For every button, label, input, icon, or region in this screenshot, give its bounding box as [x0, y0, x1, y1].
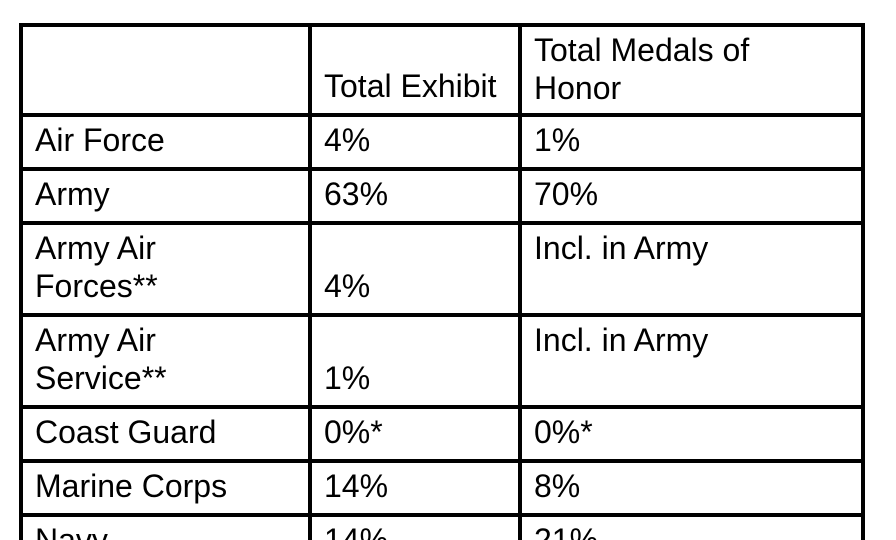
table-header-row: Total Exhibit Total Medals of Honor	[19, 23, 865, 117]
table-row-army-air-forces: Army Air Forces** 4% Incl. in Army	[19, 221, 865, 317]
branch-cell: Navy	[19, 513, 312, 540]
exhibit-cell: 4%	[308, 221, 522, 317]
medals-cell: 8%	[518, 459, 865, 517]
table-row-air-force: Air Force 4% 1%	[19, 113, 865, 171]
branch-cell: Army	[19, 167, 312, 225]
branch-cell: Army Air Service**	[19, 313, 312, 409]
medals-cell: Incl. in Army	[518, 221, 865, 317]
exhibit-cell: 14%	[308, 459, 522, 517]
table-row-coast-guard: Coast Guard 0%* 0%*	[19, 405, 865, 463]
branch-cell: Army Air Forces**	[19, 221, 312, 317]
exhibit-cell: 1%	[308, 313, 522, 409]
table-row-army: Army 63% 70%	[19, 167, 865, 225]
medals-cell: 0%*	[518, 405, 865, 463]
exhibit-cell: 0%*	[308, 405, 522, 463]
column-header-total-medals-of-honor: Total Medals of Honor	[518, 23, 865, 117]
table-row-army-air-service: Army Air Service** 1% Incl. in Army	[19, 313, 865, 409]
medals-cell: 70%	[518, 167, 865, 225]
branch-cell: Air Force	[19, 113, 312, 171]
branch-cell: Coast Guard	[19, 405, 312, 463]
column-header-total-exhibit: Total Exhibit	[308, 23, 522, 117]
exhibit-cell: 4%	[308, 113, 522, 171]
table-row-navy: Navy 14% 21%	[19, 513, 865, 540]
corner-header-cell	[19, 23, 312, 117]
branch-percentages-table: Total Exhibit Total Medals of Honor Air …	[19, 23, 865, 540]
medals-cell: 1%	[518, 113, 865, 171]
medals-cell: 21%	[518, 513, 865, 540]
exhibit-cell: 63%	[308, 167, 522, 225]
table-row-marine-corps: Marine Corps 14% 8%	[19, 459, 865, 517]
medals-cell: Incl. in Army	[518, 313, 865, 409]
branch-cell: Marine Corps	[19, 459, 312, 517]
exhibit-cell: 14%	[308, 513, 522, 540]
